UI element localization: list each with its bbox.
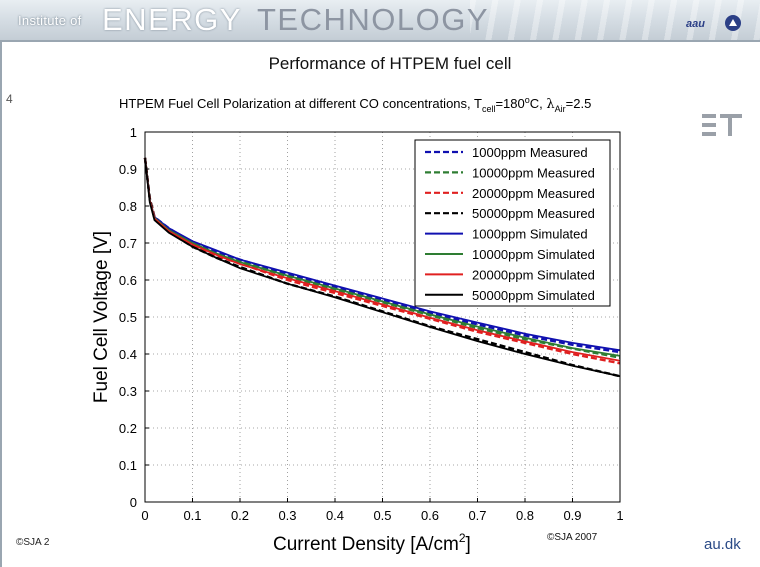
x-tick-label: 0.6	[421, 508, 439, 523]
y-tick-label: 0.1	[119, 458, 137, 473]
series-line-50000ppm-simulated	[144, 157, 621, 378]
y-tick-label: 0.6	[119, 273, 137, 288]
y-axis-label: Fuel Cell Voltage [V]	[91, 231, 112, 403]
y-tick-label: 0.9	[119, 162, 137, 177]
y-tick-label: 0.3	[119, 384, 137, 399]
y-tick-label: 0.7	[119, 236, 137, 251]
legend-label: 10000ppm Simulated	[472, 247, 595, 262]
series-layer	[143, 157, 621, 378]
chart-legend: 1000ppm Measured 10000ppm Measured 20000pp…	[414, 139, 611, 307]
aau-logo: aau	[686, 18, 705, 30]
x-tick-label: 0	[141, 508, 148, 523]
y-tick-label: 1	[130, 125, 137, 140]
slide-number: 4	[6, 92, 13, 106]
y-tick-label: 0.8	[119, 199, 137, 214]
x-tick-label: 0.7	[468, 508, 486, 523]
chart-title: HTPEM Fuel Cell Polarization at differen…	[119, 95, 591, 114]
et-logo-icon	[702, 114, 742, 136]
aau-emblem-icon	[725, 15, 741, 31]
header-divider	[0, 40, 760, 42]
footer-brand: au.dk	[704, 536, 741, 553]
series-line-20000ppm-simulated	[144, 157, 621, 362]
header-decoration	[470, 0, 760, 40]
technology-wordmark: TECHNOLOGY	[257, 2, 490, 37]
x-axis-label: Current Density [A/cm2]	[273, 531, 471, 555]
x-tick-label: 1	[616, 508, 623, 523]
x-tick-label: 0.9	[563, 508, 581, 523]
y-tick-label: 0.2	[119, 421, 137, 436]
x-tick-label: 0.5	[373, 508, 391, 523]
legend-label: 50000ppm Measured	[472, 206, 595, 221]
slide-title: Performance of HTPEM fuel cell	[268, 54, 512, 73]
x-tick-label: 0.8	[516, 508, 534, 523]
left-divider	[0, 42, 2, 567]
header-banner: Institute of ENERGY TECHNOLOGY aau	[0, 0, 760, 40]
legend-label: 1000ppm Measured	[472, 145, 588, 160]
x-tick-label: 0.1	[183, 508, 201, 523]
y-tick-label: 0.5	[119, 310, 137, 325]
tick-labels: 0 0.1 0.2 0.3 0.4 0.5 0.6 0.7 0.8 0.9 1 0 0.1 0.2 0.3 0…	[119, 125, 624, 523]
energy-wordmark: ENERGY	[102, 2, 242, 37]
footer-copyright: ©SJA 2007	[547, 532, 598, 543]
y-tick-label: 0.4	[119, 347, 137, 362]
x-tick-label: 0.2	[231, 508, 249, 523]
footer-credit: ©SJA 2	[16, 537, 50, 548]
legend-label: 50000ppm Simulated	[472, 288, 595, 303]
polarization-chart: 0 0.1 0.2 0.3 0.4 0.5 0.6 0.7 0.8 0.9 1 0 0.1 0.2 0.3 0…	[91, 95, 624, 555]
legend-label: 10000ppm Measured	[472, 165, 595, 180]
legend-label: 20000ppm Simulated	[472, 267, 595, 282]
x-tick-label: 0.3	[278, 508, 296, 523]
legend-label: 20000ppm Measured	[472, 186, 595, 201]
x-tick-label: 0.4	[326, 508, 344, 523]
institute-label: Institute of	[18, 13, 82, 28]
legend-box	[414, 139, 611, 307]
legend-label: 1000ppm Simulated	[472, 227, 588, 242]
y-tick-label: 0	[130, 495, 137, 510]
